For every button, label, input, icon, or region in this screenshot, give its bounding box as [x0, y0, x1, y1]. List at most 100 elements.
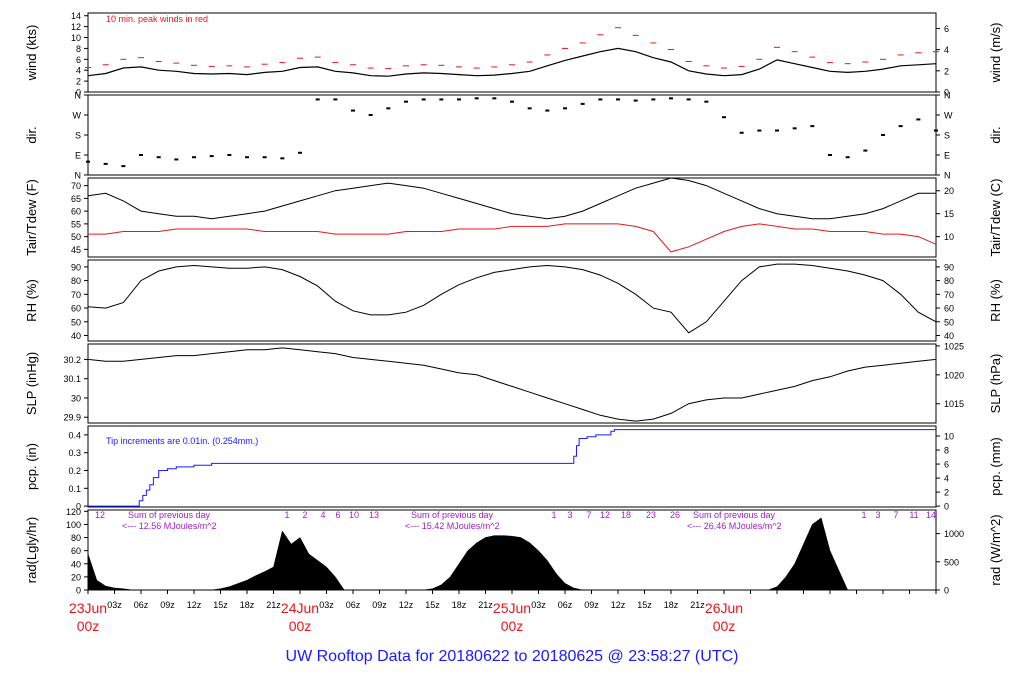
direction-point: [510, 100, 514, 103]
direction-point: [598, 98, 603, 101]
y2-axis-label: RH (%): [988, 279, 1003, 322]
panel-frame: [87, 94, 937, 176]
y-tick-label: 14: [71, 11, 81, 21]
hour-label: 15z: [425, 600, 440, 610]
y-tick-label: 10: [71, 33, 81, 43]
y-tick-label: 60: [71, 207, 81, 217]
y2-tick-label: 0: [944, 502, 949, 512]
air-temp-line: [87, 177, 936, 220]
y-tick-label: 0.4: [68, 430, 81, 440]
y2-tick-label: 8: [944, 446, 949, 456]
y2-tick-label: 0: [944, 88, 949, 98]
day-marker: 18: [621, 510, 631, 520]
direction-point: [898, 125, 903, 128]
daily-sum-label: Sum of previous day: [693, 510, 776, 520]
y2-tick-label: 1020: [944, 370, 964, 380]
hour-label: 21z: [266, 600, 281, 610]
y2-axis-label: pcp. (mm): [988, 437, 1003, 496]
panel-frame: [87, 425, 937, 508]
date-label: 24Jun: [281, 600, 319, 616]
day-marker: 2: [302, 510, 307, 520]
direction-point: [651, 98, 656, 101]
day-marker: 3: [875, 510, 880, 520]
hour-label: 03z: [319, 600, 334, 610]
hour-label: 09z: [584, 600, 599, 610]
y-axis-label: rad(Lgly/hr): [24, 517, 39, 583]
y-axis-label: dir.: [24, 126, 39, 143]
tip-increment-note: Tip increments are 0.01in. (0.254mm.): [106, 436, 258, 446]
y2-axis-label: Tair/Tdew (C): [988, 178, 1003, 256]
y-tick-label: 55: [71, 219, 81, 229]
day-marker: 3: [567, 510, 572, 520]
daily-sum-value: <--- 15.42 MJoules/m^2: [405, 521, 500, 531]
y2-tick-label: 15: [944, 209, 954, 219]
day-marker: 4: [320, 510, 325, 520]
date-label: 25Jun: [493, 600, 531, 616]
y-tick-label: 40: [71, 331, 81, 341]
hour-label: 09z: [160, 600, 175, 610]
y-tick-label: 60: [71, 546, 81, 556]
y-tick-label: 30: [71, 393, 81, 403]
direction-point: [192, 156, 196, 159]
direction-point: [492, 97, 497, 100]
hour-label: 15z: [637, 600, 652, 610]
day-marker: 7: [893, 510, 898, 520]
y2-tick-label: N: [944, 171, 951, 181]
y2-tick-label: 500: [944, 557, 959, 567]
y-tick-label: 90: [71, 262, 81, 272]
direction-point: [351, 109, 355, 112]
direction-point: [298, 151, 302, 154]
y2-tick-label: 50: [944, 317, 954, 327]
direction-point: [386, 107, 391, 110]
direction-point: [139, 154, 143, 156]
direction-point: [704, 100, 709, 103]
day-marker: 14: [926, 510, 936, 520]
direction-point: [775, 129, 779, 132]
y2-tick-label: 80: [944, 276, 954, 286]
y2-axis-label: wind (m/s): [988, 23, 1003, 84]
direction-point: [934, 129, 938, 132]
direction-point: [245, 156, 249, 159]
panel-frame: [87, 177, 937, 258]
y-tick-label: 12: [71, 22, 81, 32]
y-tick-label: 70: [71, 181, 81, 191]
y2-tick-label: 1000: [944, 529, 964, 539]
hour-label: 06z: [346, 600, 361, 610]
date-label: 23Jun: [69, 600, 107, 616]
direction-point: [156, 156, 161, 159]
y-tick-label: 0.3: [68, 448, 81, 458]
day-marker: 13: [369, 510, 379, 520]
y-axis-label: RH (%): [24, 279, 39, 322]
y2-tick-label: 4: [944, 474, 949, 484]
day-marker: 23: [646, 510, 656, 520]
y2-tick-label: 4: [944, 45, 949, 55]
direction-point: [174, 158, 179, 161]
direction-point: [916, 118, 921, 121]
y-tick-label: N: [75, 91, 82, 101]
day-marker: 7: [586, 510, 591, 520]
hour-label: 03z: [107, 600, 122, 610]
y2-tick-label: E: [944, 151, 950, 161]
day-marker: 1: [551, 510, 556, 520]
direction-point: [863, 149, 868, 152]
direction-point: [103, 162, 108, 165]
hour-label: 12z: [399, 600, 414, 610]
direction-point: [280, 157, 285, 160]
slp-line: [87, 347, 937, 422]
y2-tick-label: 1025: [944, 341, 964, 351]
date-time-label: 00z: [77, 618, 100, 634]
daily-sum-value: <--- 12.56 MJoules/m^2: [122, 521, 217, 531]
hour-label: 12z: [611, 600, 626, 610]
y-tick-label: 45: [71, 245, 81, 255]
y-axis-label: SLP (inHg): [24, 352, 39, 415]
direction-point: [404, 100, 408, 103]
direction-point: [457, 98, 461, 101]
y2-axis-label: SLP (hPa): [988, 354, 1003, 414]
dewpoint-line: [88, 223, 937, 253]
y-tick-label: 29.9: [63, 413, 81, 423]
direction-point: [845, 156, 850, 159]
y2-tick-label: W: [944, 111, 953, 121]
y-axis-label: pcp. (in): [24, 443, 39, 490]
